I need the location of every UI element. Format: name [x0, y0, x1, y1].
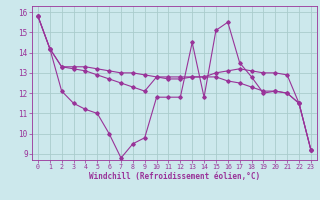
X-axis label: Windchill (Refroidissement éolien,°C): Windchill (Refroidissement éolien,°C) [89, 172, 260, 181]
